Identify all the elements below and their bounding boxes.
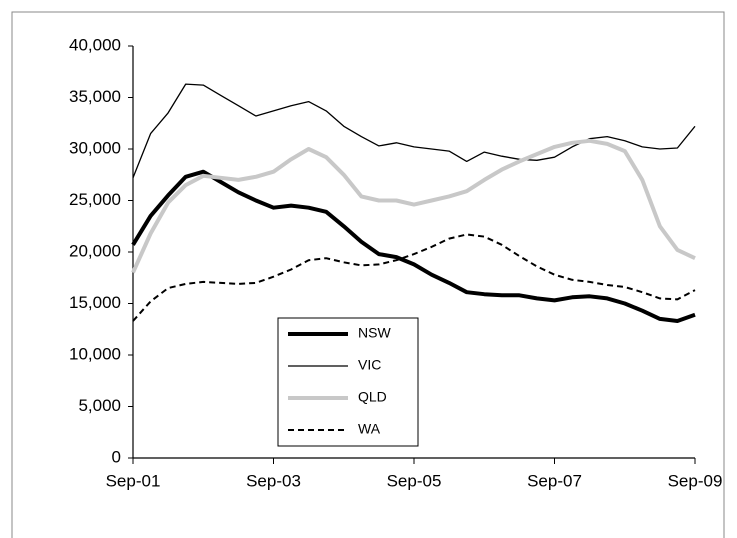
legend-label: WA bbox=[358, 421, 381, 437]
series-line bbox=[132, 233, 696, 322]
y-tick-label: 5,000 bbox=[78, 396, 121, 415]
y-tick-label: 25,000 bbox=[69, 190, 121, 209]
legend-box bbox=[277, 317, 419, 447]
legend: NSW VIC QLD WA bbox=[277, 317, 419, 447]
x-tick-label: Sep-03 bbox=[246, 471, 301, 490]
y-tick-label: 10,000 bbox=[69, 344, 121, 363]
y-tick-label: 0 bbox=[112, 447, 121, 466]
legend-label: QLD bbox=[358, 389, 387, 405]
x-tick-label: Sep-05 bbox=[387, 471, 442, 490]
x-tick-label: Sep-09 bbox=[668, 471, 723, 490]
y-tick-label: 40,000 bbox=[69, 35, 121, 54]
y-tick-label: 20,000 bbox=[69, 241, 121, 260]
y-tick-label: 30,000 bbox=[69, 138, 121, 157]
series-line bbox=[131, 138, 696, 274]
chart-border bbox=[11, 11, 725, 538]
x-tick-label: Sep-07 bbox=[527, 471, 582, 490]
y-tick-label: 35,000 bbox=[69, 87, 121, 106]
legend-label: VIC bbox=[358, 357, 381, 373]
legend-label: NSW bbox=[358, 325, 391, 341]
series-line bbox=[132, 83, 696, 179]
x-tick-label: Sep-01 bbox=[106, 471, 161, 490]
y-tick-label: 15,000 bbox=[69, 293, 121, 312]
series-line bbox=[131, 169, 696, 323]
